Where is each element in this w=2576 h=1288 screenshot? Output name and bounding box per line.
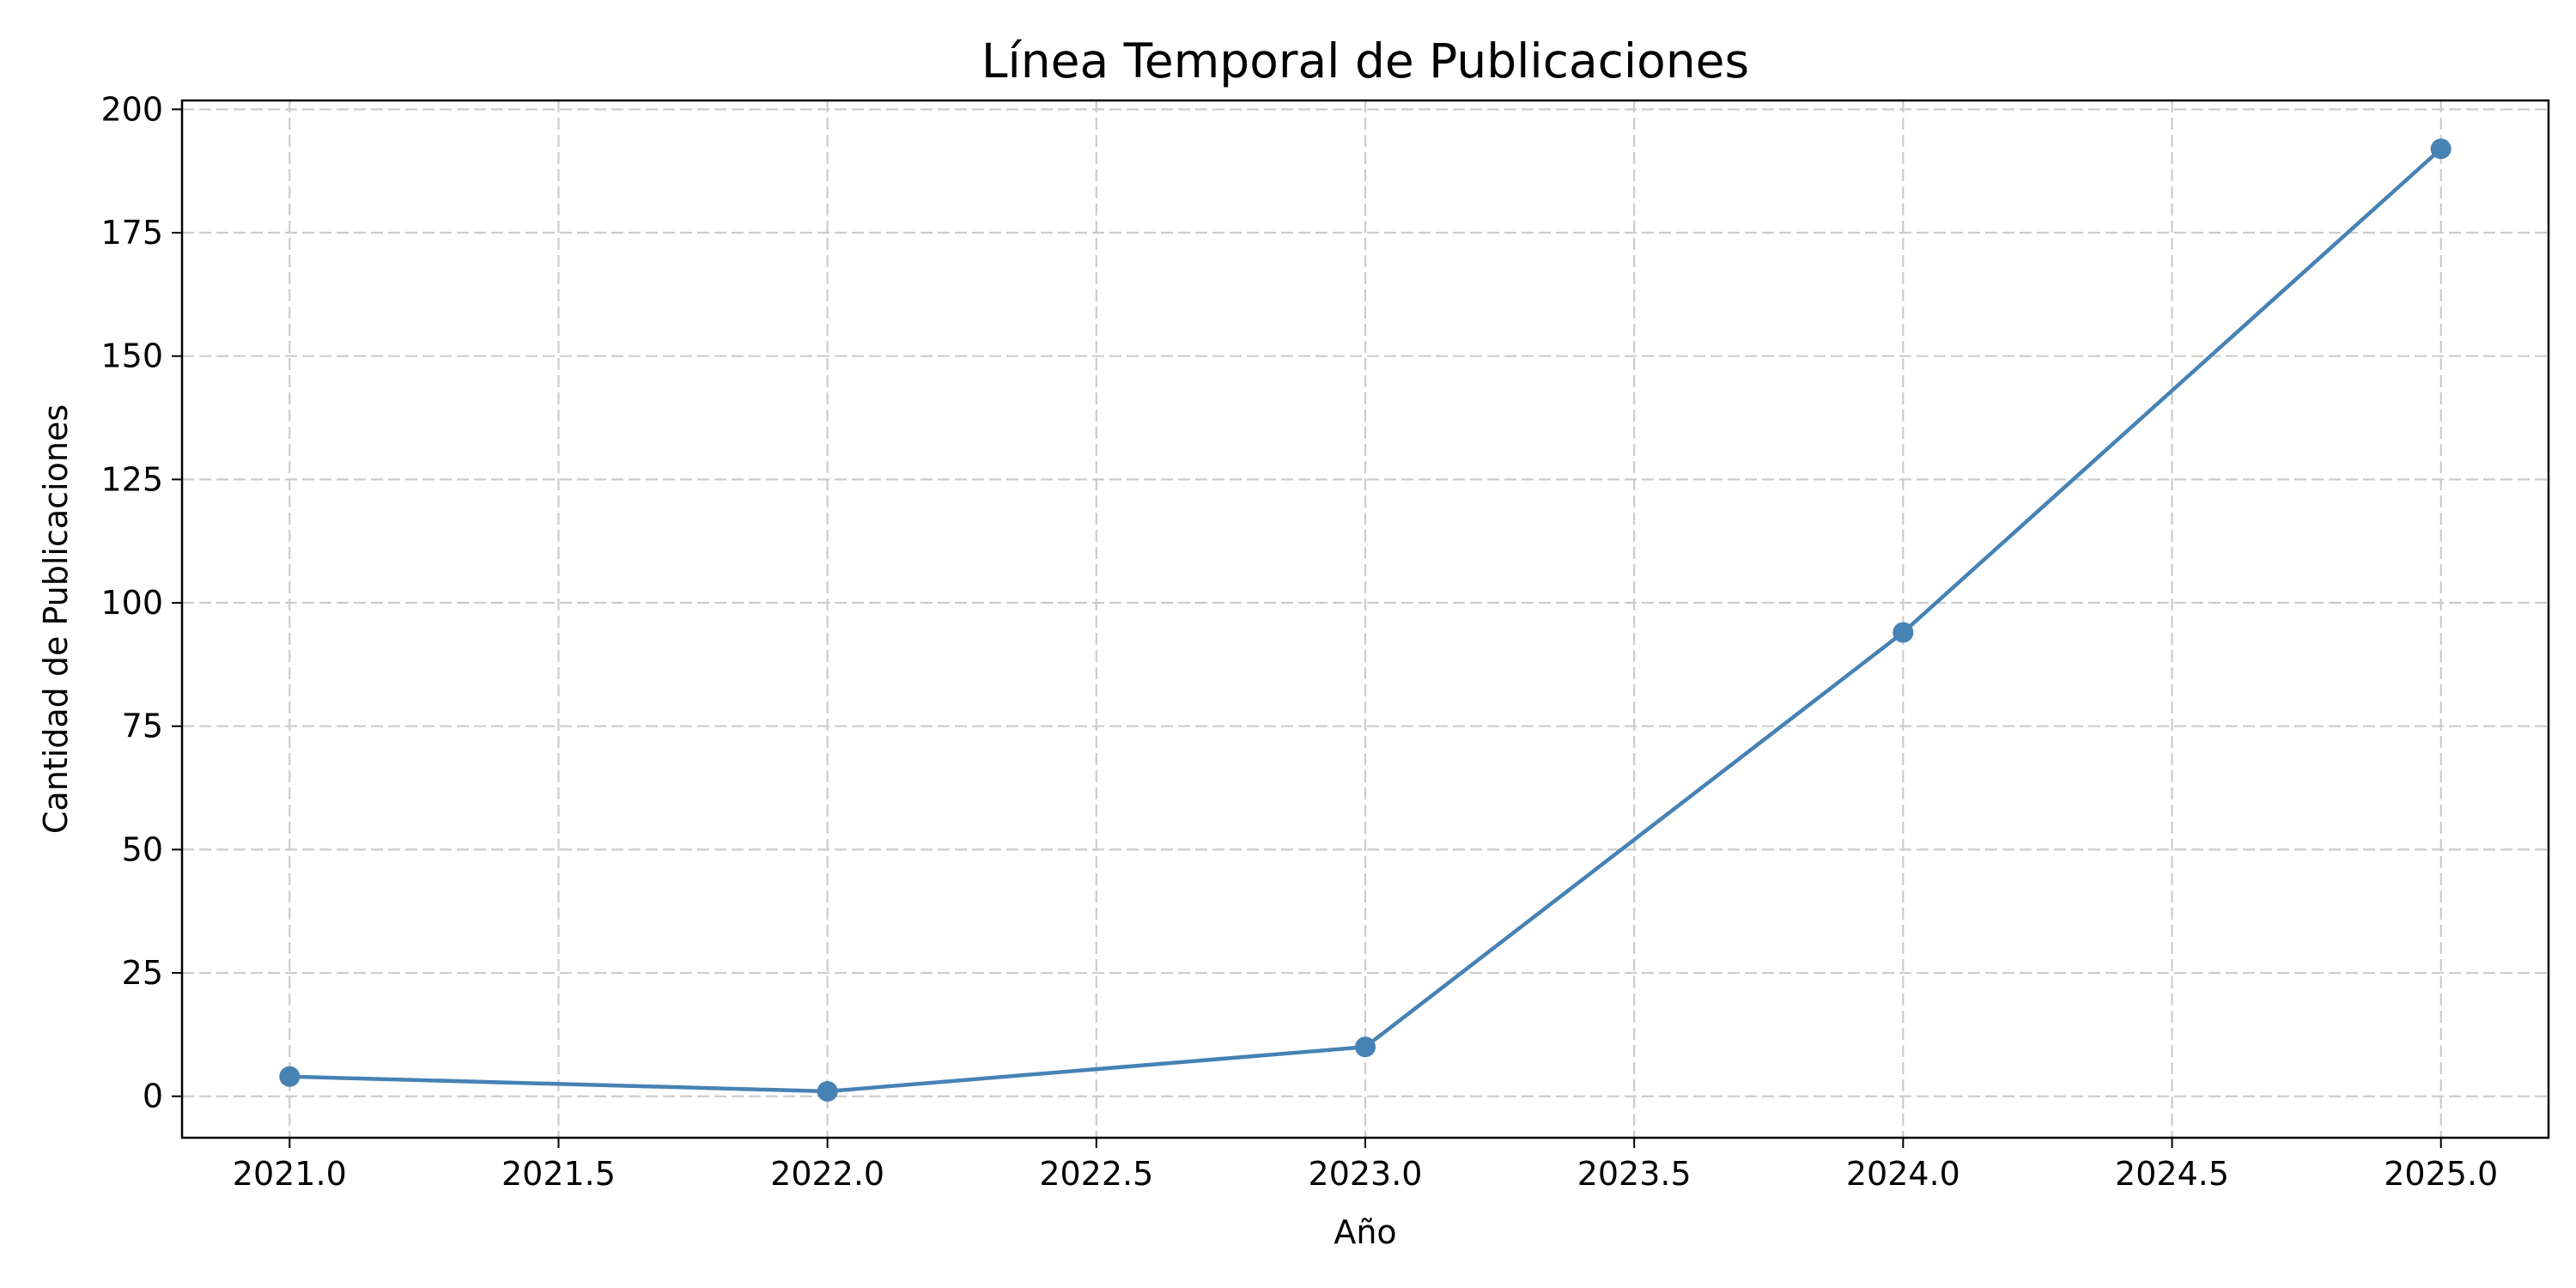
y-tick-label: 100 bbox=[100, 584, 163, 622]
tick-layer: 2021.0 2021.5 2022.0 2022.5 2023.0 2023.5 2024… bbox=[100, 90, 2498, 1193]
x-tick-label: 2022.0 bbox=[770, 1155, 884, 1193]
y-tick-label: 175 bbox=[100, 214, 163, 252]
y-tick-label: 150 bbox=[100, 337, 163, 375]
y-tick-label: 75 bbox=[122, 708, 163, 745]
x-axis-label: Año bbox=[1334, 1213, 1396, 1251]
series-layer bbox=[279, 138, 2451, 1102]
y-tick-label: 50 bbox=[122, 830, 163, 868]
x-tick-label: 2025.0 bbox=[2384, 1155, 2498, 1193]
x-tick-label: 2021.0 bbox=[233, 1155, 347, 1193]
y-axis-label: Cantidad de Publicaciones bbox=[37, 404, 75, 834]
x-tick-label: 2023.5 bbox=[1577, 1155, 1692, 1193]
x-tick-label: 2021.5 bbox=[501, 1155, 616, 1193]
x-tick-label: 2022.5 bbox=[1039, 1155, 1153, 1193]
data-point-marker bbox=[279, 1066, 301, 1087]
data-point-marker bbox=[817, 1080, 838, 1102]
chart-title: Línea Temporal de Publicaciones bbox=[981, 33, 1749, 88]
x-tick-label: 2024.5 bbox=[2115, 1155, 2229, 1193]
data-point-marker bbox=[1893, 622, 1914, 643]
x-tick-label: 2024.0 bbox=[1846, 1155, 1960, 1193]
grid bbox=[182, 100, 2549, 1138]
y-tick-label: 125 bbox=[100, 460, 163, 498]
y-tick-label: 200 bbox=[100, 90, 163, 128]
y-tick-label: 25 bbox=[122, 954, 163, 992]
data-point-marker bbox=[1355, 1036, 1376, 1058]
x-tick-label: 2023.0 bbox=[1309, 1155, 1423, 1193]
data-point-marker bbox=[2430, 138, 2451, 160]
y-tick-label: 0 bbox=[143, 1078, 163, 1115]
